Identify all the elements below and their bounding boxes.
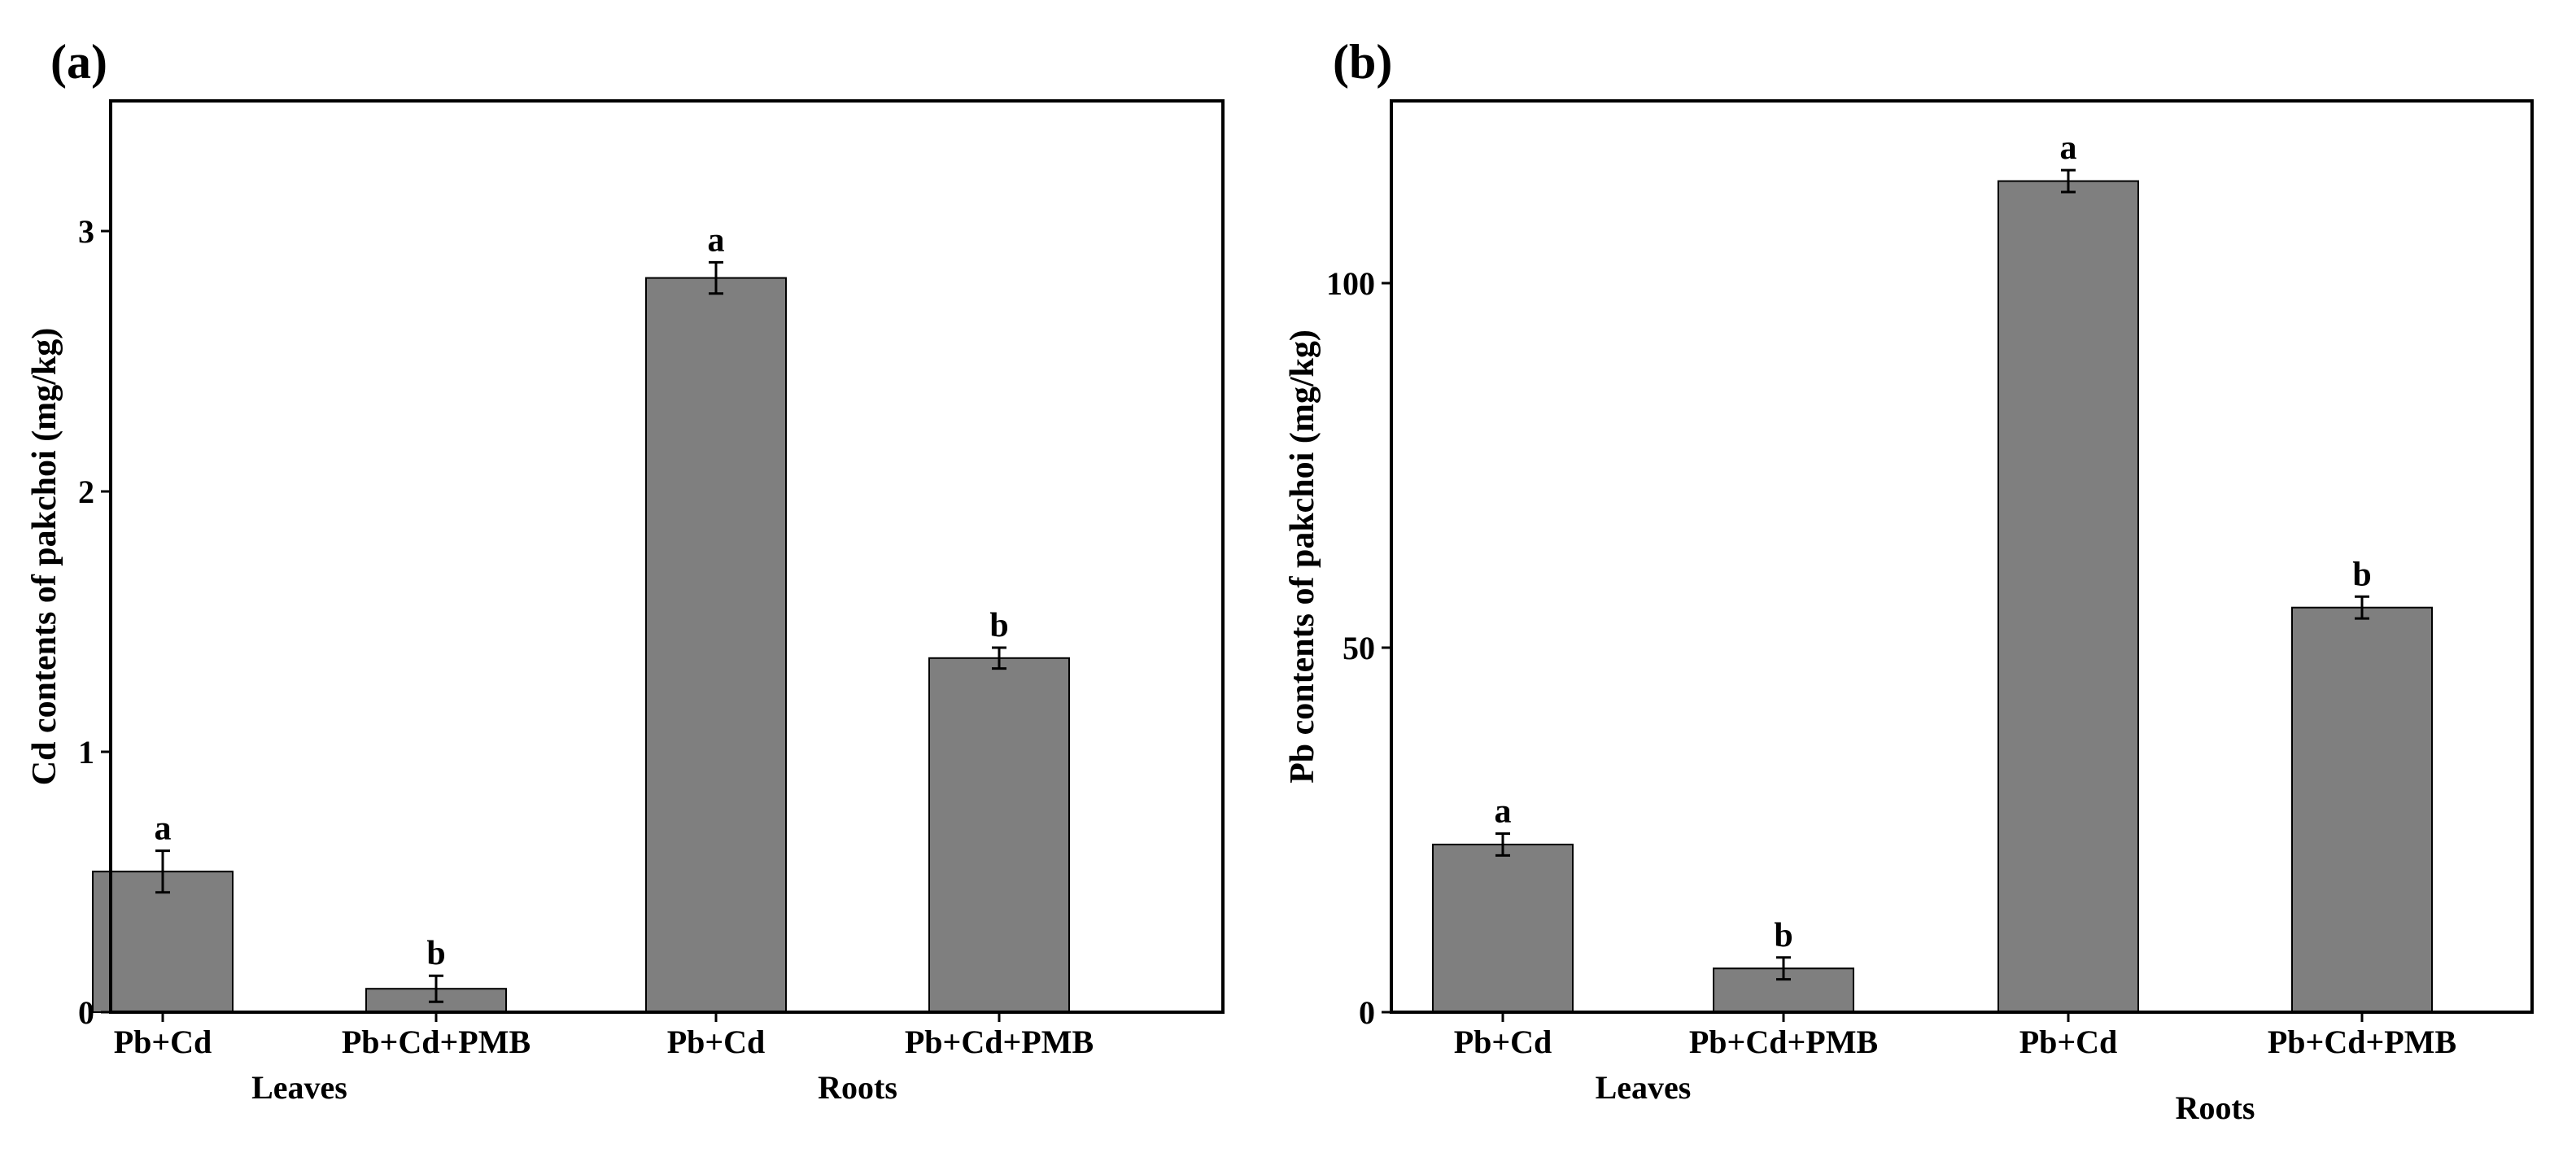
x-tick-label-b-3: Pb+Cd bbox=[2019, 1024, 2118, 1060]
bar-b-3 bbox=[1997, 180, 2139, 1013]
y-tick-label-b-0: 0 bbox=[1359, 994, 1375, 1031]
significance-label-b-4: b bbox=[2352, 556, 2371, 593]
x-tick-label-b-1: Pb+Cd bbox=[1454, 1024, 1552, 1060]
significance-label-a-3: a bbox=[708, 221, 725, 259]
bar-a-4 bbox=[928, 657, 1070, 1013]
x-tick-label-b-2: Pb+Cd+PMB bbox=[1689, 1024, 1878, 1060]
y-tick-label-a-2: 2 bbox=[78, 474, 94, 510]
bar-b-1 bbox=[1432, 843, 1574, 1014]
x-tick-label-a-3: Pb+Cd bbox=[667, 1024, 766, 1060]
x-tick-label-b-4: Pb+Cd+PMB bbox=[2268, 1024, 2456, 1060]
group-label-leaves-a: Leaves bbox=[251, 1069, 347, 1106]
significance-label-b-2: b bbox=[1774, 917, 1792, 954]
x-tick-label-a-4: Pb+Cd+PMB bbox=[905, 1024, 1094, 1060]
y-tick-label-a-3: 3 bbox=[78, 213, 94, 250]
plot-frame-b bbox=[1390, 99, 2534, 1014]
significance-label-a-2: b bbox=[426, 935, 445, 972]
plot-frame-a bbox=[109, 99, 1225, 1014]
bar-a-3 bbox=[645, 277, 787, 1014]
y-tick-label-b-2: 100 bbox=[1326, 265, 1375, 302]
group-label-roots-b: Roots bbox=[2176, 1089, 2255, 1126]
group-label-roots-a: Roots bbox=[818, 1069, 897, 1106]
significance-label-a-4: b bbox=[989, 607, 1008, 644]
panel-label-a: (a) bbox=[50, 35, 107, 89]
y-tick-label-b-1: 50 bbox=[1343, 630, 1375, 666]
y-tick-label-a-0: 0 bbox=[78, 994, 94, 1031]
bar-a-1 bbox=[92, 871, 234, 1013]
y-axis-title-b: Pb contents of pakchoi (mg/kg) bbox=[1284, 330, 1321, 784]
group-label-leaves-b: Leaves bbox=[1596, 1069, 1692, 1106]
significance-label-b-1: a bbox=[1495, 792, 1512, 830]
significance-label-a-1: a bbox=[155, 810, 172, 848]
y-axis-title-a: Cd contents of pakchoi (mg/kg) bbox=[26, 328, 63, 785]
bar-b-4 bbox=[2291, 606, 2433, 1013]
x-tick-label-a-1: Pb+Cd bbox=[114, 1024, 212, 1060]
panel-label-b: (b) bbox=[1333, 35, 1392, 89]
significance-label-b-3: a bbox=[2060, 129, 2077, 167]
x-tick-label-a-2: Pb+Cd+PMB bbox=[342, 1024, 530, 1060]
y-tick-label-a-1: 1 bbox=[78, 734, 94, 771]
